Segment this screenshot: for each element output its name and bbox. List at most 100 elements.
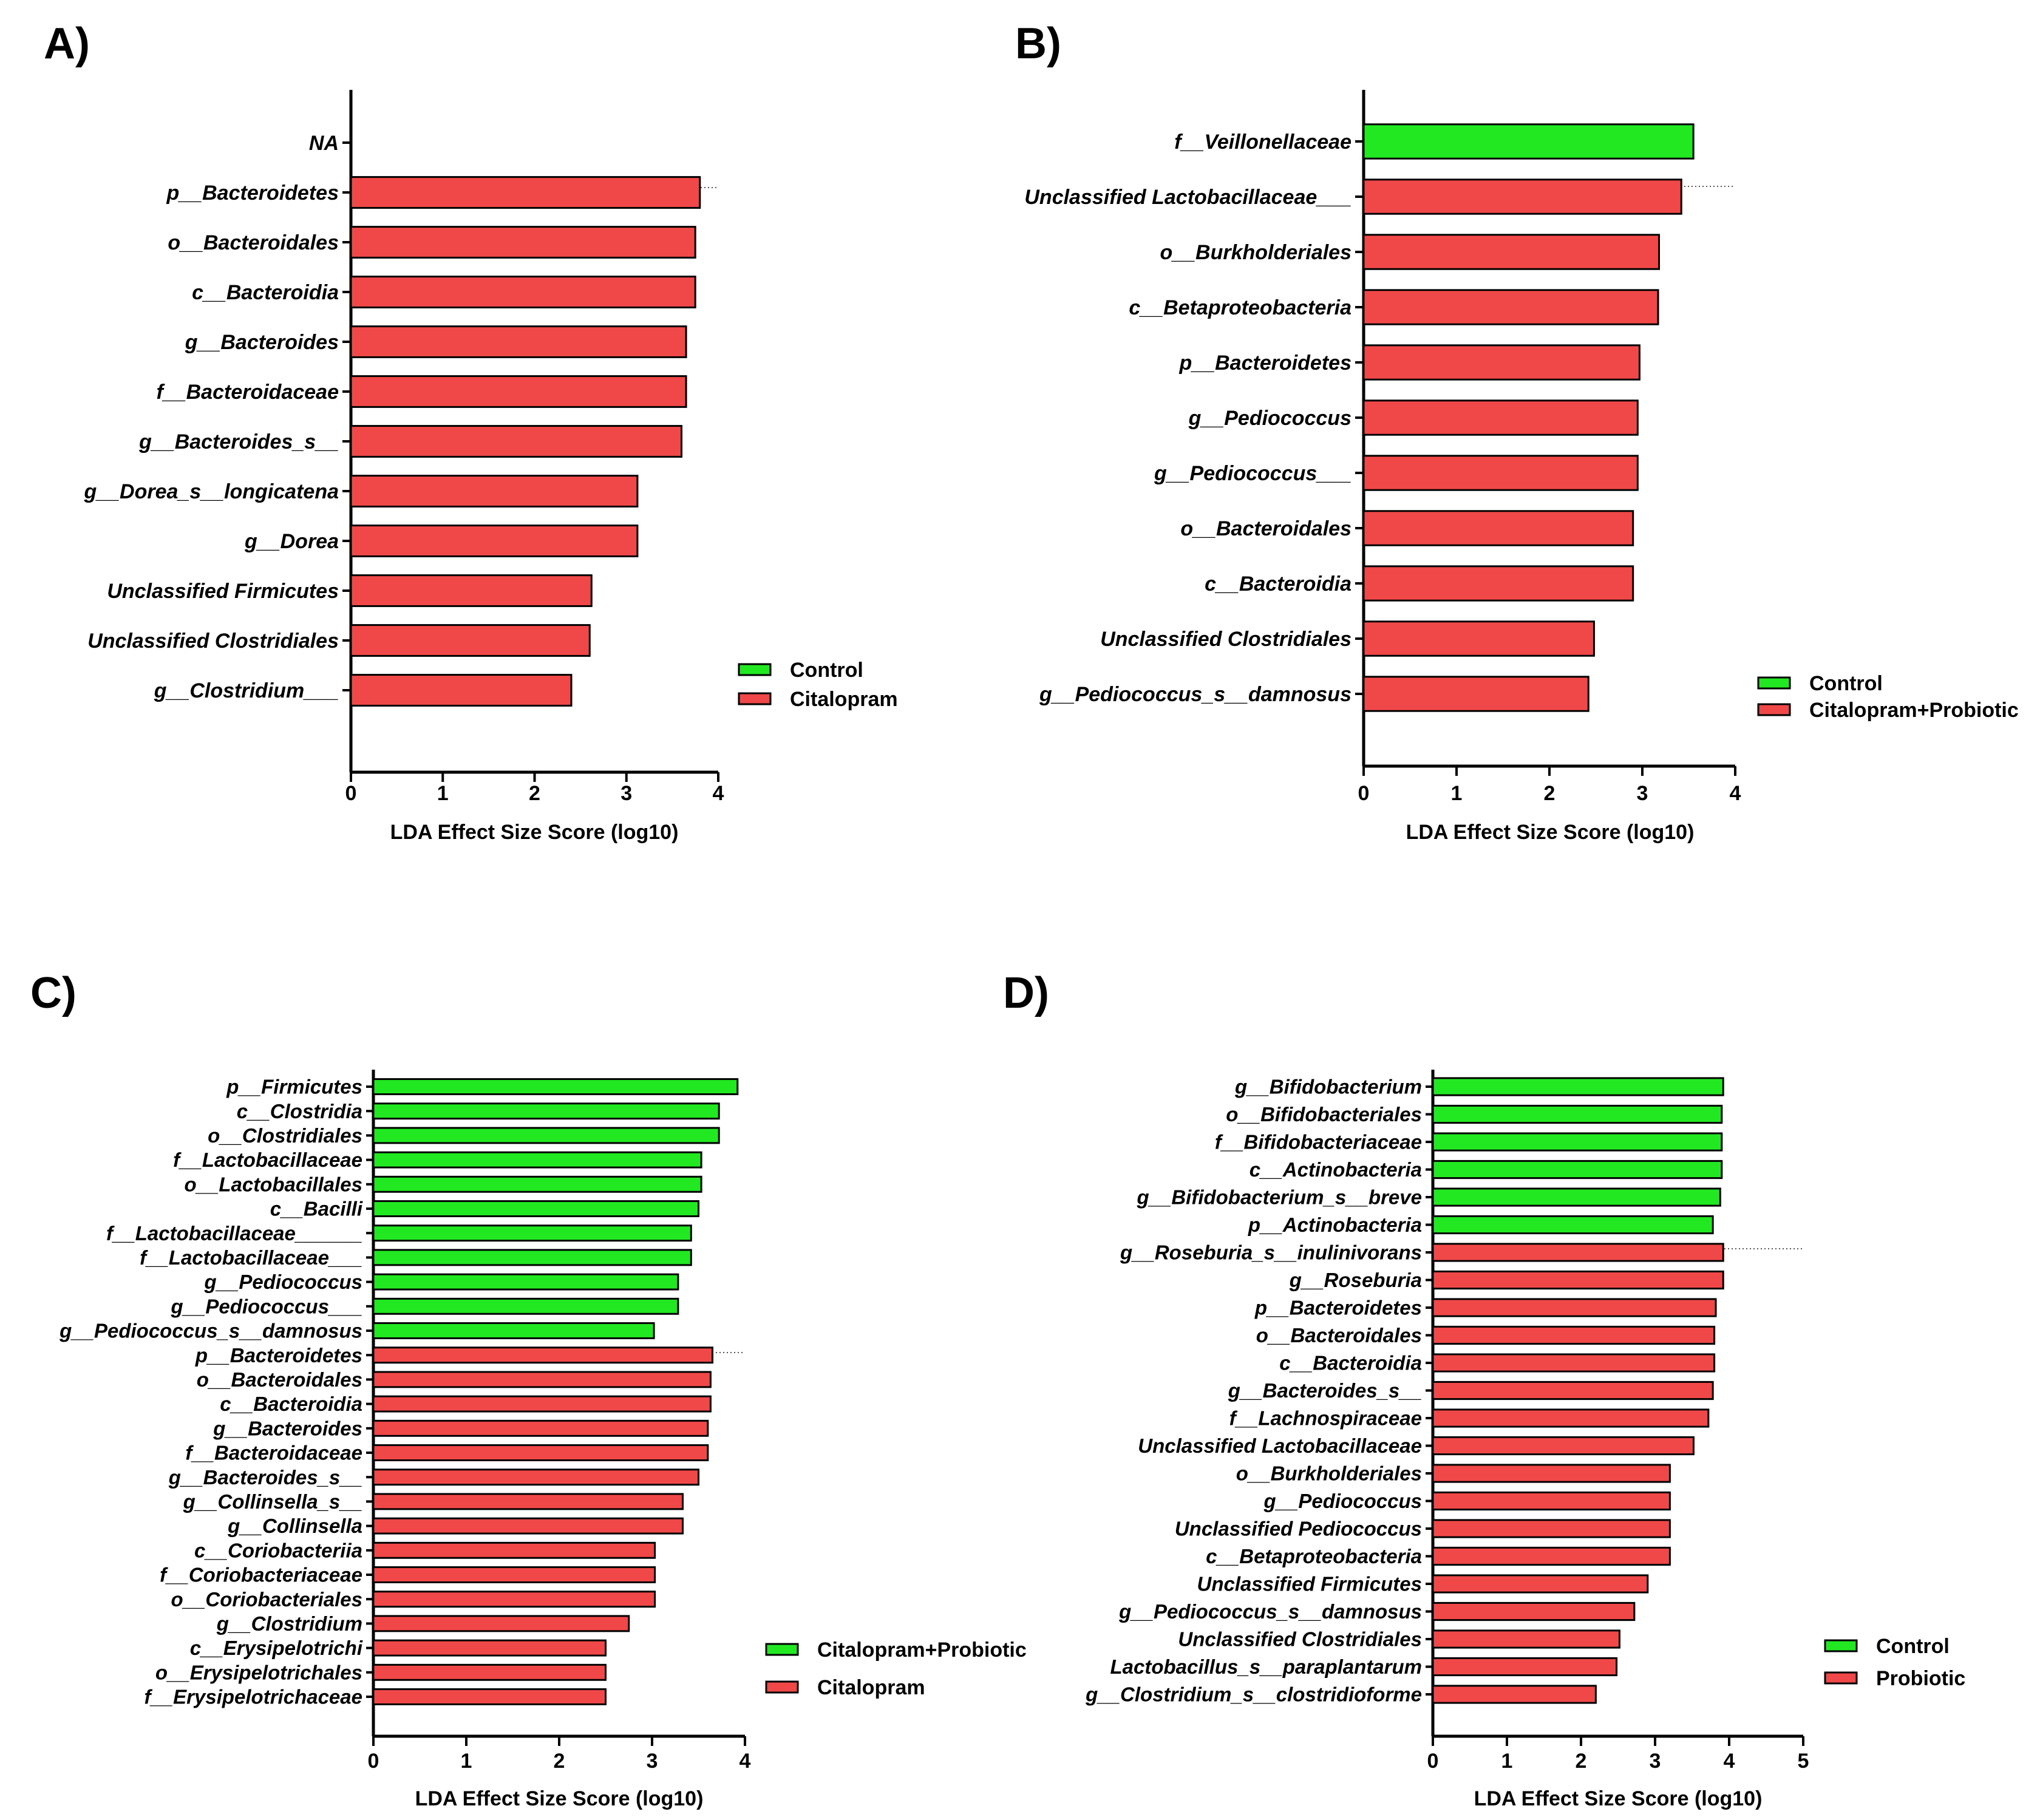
bar	[1432, 1104, 1723, 1124]
bar	[1432, 1215, 1714, 1235]
bar	[1432, 1546, 1671, 1566]
category-label: g__Pediococcus___	[1154, 462, 1352, 485]
panel-label: B)	[1015, 19, 1061, 68]
category-label: g__Dorea_s__longicatena	[83, 480, 339, 503]
x-tick-label: 2	[1544, 782, 1555, 805]
bar	[350, 375, 687, 408]
bar	[372, 1346, 713, 1364]
category-label: g__Pediococcus_s__damnosus	[1118, 1600, 1422, 1623]
category-label: f__Coriobacteriaceae	[160, 1564, 362, 1586]
legend-swatch	[738, 692, 772, 705]
legend-swatch	[765, 1643, 799, 1656]
category-label: f__Erysipelotrichaceae	[144, 1686, 362, 1708]
bar	[372, 1615, 630, 1632]
category-label: g__Clostridium_s__clostridioforme	[1085, 1683, 1422, 1706]
bar	[372, 1688, 607, 1705]
bar	[350, 674, 573, 707]
category-label: o__Burkholderiales	[1236, 1462, 1422, 1485]
category-label: c__Bacilli	[270, 1198, 363, 1220]
bar	[1362, 344, 1640, 381]
x-tick-label: 3	[647, 1750, 658, 1773]
bar	[350, 574, 593, 607]
category-label: c__Bacteroidia	[1279, 1352, 1422, 1374]
category-label: o__Bacteroidales	[168, 231, 339, 254]
bar	[1432, 1187, 1721, 1207]
bar	[1432, 1436, 1695, 1456]
category-label: c__Clostridia	[237, 1100, 362, 1122]
category-label: Lactobacillus_s__paraplantarum	[1110, 1655, 1422, 1678]
bar	[1432, 1380, 1714, 1401]
legend-label: Control	[1809, 672, 1883, 695]
bar	[350, 425, 682, 458]
legend-label: Control	[1876, 1635, 1950, 1658]
category-label: f__Lactobacillaceae	[173, 1149, 362, 1171]
bar	[1432, 1408, 1710, 1428]
bar	[350, 276, 696, 308]
panel-d: D) g__Bifidobacterium o__Bifidobacteriales…	[1003, 969, 1965, 1810]
category-label: c__Erysipelotrichi	[190, 1637, 363, 1659]
category-label: Unclassified Clostridiales	[1178, 1628, 1422, 1651]
category-label: NA	[309, 132, 339, 155]
x-axis-title: LDA Effect Size Score (log10)	[390, 821, 679, 844]
category-label: Unclassified Clostridiales	[1100, 628, 1352, 651]
category-label: g__Bacteroides_s__	[168, 1466, 362, 1489]
category-label: p__Bacteroidetes	[1179, 351, 1352, 375]
category-label: g__Bacteroides	[185, 331, 339, 354]
category-label: Unclassified Clostridiales	[87, 630, 339, 653]
bar	[372, 1493, 684, 1510]
x-tick-label: 1	[1501, 1750, 1513, 1773]
category-label: c__Actinobacteria	[1250, 1158, 1422, 1181]
x-tick-label: 4	[1724, 1750, 1735, 1773]
bar	[1432, 1519, 1671, 1538]
x-tick-label: 1	[461, 1750, 472, 1773]
x-tick-label: 2	[529, 782, 540, 805]
category-label: g__Bifidobacterium	[1234, 1076, 1422, 1098]
bar	[372, 1566, 656, 1583]
bar	[372, 1591, 656, 1608]
category-label: f__Bifidobacteriaceae	[1215, 1131, 1422, 1153]
legend-swatch	[1824, 1671, 1858, 1685]
bar	[350, 226, 696, 259]
category-label: f__Lachnospiraceae	[1229, 1407, 1422, 1430]
bar	[372, 1200, 699, 1217]
bar	[372, 1469, 699, 1486]
category-label: g__Pediococcus	[1188, 407, 1352, 430]
category-label: g__Collinsella	[227, 1515, 362, 1537]
x-tick-label: 2	[554, 1750, 565, 1773]
bar	[372, 1127, 720, 1144]
bar	[350, 325, 687, 358]
x-tick-label: 0	[1427, 1750, 1439, 1773]
category-label: g__Bacteroides	[212, 1417, 362, 1439]
category-label: g__Bifidobacterium_s__breve	[1136, 1186, 1422, 1209]
bar	[1432, 1574, 1649, 1594]
bar	[372, 1249, 692, 1266]
category-label: g__Collinsella_s__	[183, 1490, 362, 1513]
x-tick-label: 5	[1798, 1750, 1809, 1773]
panel-label: D)	[1003, 969, 1049, 1017]
legend-label: Control	[790, 659, 863, 682]
bar	[1432, 1243, 1724, 1262]
category-label: p__Actinobacteria	[1248, 1214, 1422, 1236]
x-tick-label: 1	[1451, 782, 1463, 805]
legend-label: Citalopram+Probiotic	[1809, 699, 2019, 722]
category-label: p__Bacteroidetes	[195, 1344, 362, 1367]
category-label: o__Burkholderiales	[1160, 241, 1352, 264]
bar	[372, 1395, 712, 1413]
category-label: c__Bacteroidia	[1205, 572, 1352, 596]
legend-swatch	[1757, 703, 1791, 716]
category-label: c__Bacteroidia	[192, 281, 339, 304]
bar	[1362, 620, 1595, 657]
bar	[372, 1371, 712, 1388]
panel-b: B) f__Veillonellaceae Unclassified Lactoba…	[1015, 19, 2019, 844]
panel-a: A) NA p__Bacteroidetes o__Bacteroidales c__B…	[44, 19, 898, 844]
x-axis-title: LDA Effect Size Score (log10)	[1474, 1787, 1763, 1810]
bar	[1432, 1298, 1717, 1317]
bar	[350, 624, 591, 657]
bar	[1432, 1629, 1620, 1649]
category-label: c__Betaproteobacteria	[1129, 296, 1352, 319]
x-tick-label: 0	[1358, 782, 1370, 805]
legend-label: Probiotic	[1876, 1667, 1965, 1690]
legend-label: Citalopram	[790, 688, 898, 711]
category-label: p__Firmicutes	[226, 1076, 362, 1098]
